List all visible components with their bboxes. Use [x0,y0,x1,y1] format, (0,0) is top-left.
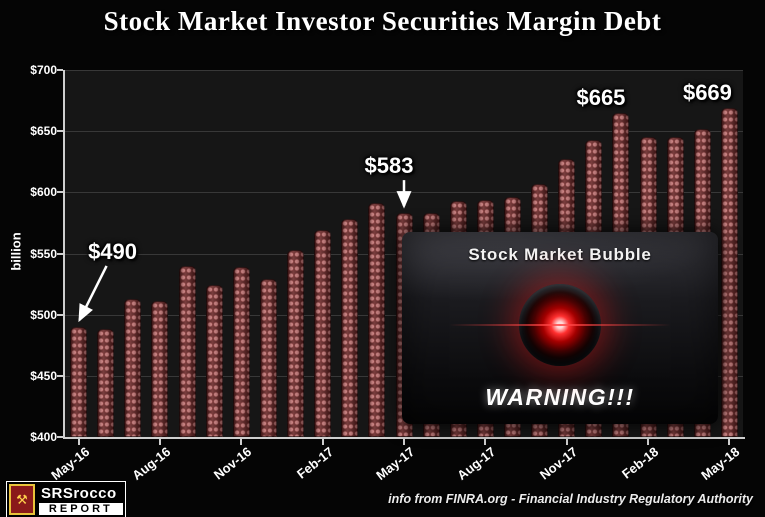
y-axis-line [63,70,65,439]
y-tick-label: $450 [30,368,57,383]
logo-text: SRSrocco REPORT [39,484,123,515]
y-tick-mark [57,252,63,255]
lens-flare-icon [449,323,671,326]
bar [151,301,169,437]
bar [178,265,196,437]
x-tick-label: May-16 [47,444,92,483]
x-tick-mark [158,439,161,445]
y-tick-mark [57,313,63,316]
x-tick-label: Nov-16 [211,444,255,483]
x-tick-mark [484,439,487,445]
x-tick-mark [728,439,731,445]
x-tick-mark [403,439,405,445]
chart-title: Stock Market Investor Securities Margin … [103,6,662,36]
x-tick-mark [240,439,243,445]
x-tick-mark [565,439,568,445]
y-tick-label: $650 [30,124,57,139]
bar [368,203,386,437]
bar [124,298,142,437]
miner-badge-icon: ⚒ [9,484,35,515]
x-tick-label: Aug-17 [454,444,499,483]
y-tick-mark [57,69,63,71]
value-annotation: $669 [682,79,732,105]
x-tick-label: Feb-18 [619,444,662,482]
x-tick-label: Feb-17 [293,444,336,482]
y-tick-label: $500 [30,307,57,322]
x-axis-line [63,437,745,439]
bubble-warning-panel: Stock Market Bubble WARNING!!! [402,232,718,424]
bar [97,329,115,437]
bar [232,266,250,437]
bubble-warning-title: Stock Market Bubble [468,245,652,264]
bar [314,230,332,437]
y-tick-mark [57,436,63,438]
y-tick-mark [57,191,63,194]
y-tick-label: $550 [30,246,57,261]
logo-title: SRSrocco [41,485,117,502]
bubble-warning-text: WARNING!!! [485,384,635,410]
x-tick-label: May-18 [698,444,743,483]
value-annotation: $665 [576,84,626,110]
x-tick-label: Nov-17 [536,444,580,483]
bar [205,285,223,437]
source-note: info from FINRA.org - Financial Industry… [388,492,753,506]
srsrocco-logo: ⚒ SRSrocco REPORT [6,481,126,517]
bar [287,249,305,437]
bar [259,279,277,437]
y-tick-label: $400 [30,430,57,444]
bar [70,326,88,437]
value-annotation: $490 [88,238,138,264]
x-tick-mark [647,439,650,445]
x-tick-label: Aug-16 [129,444,174,483]
y-tick-mark [57,130,63,133]
bar [720,107,738,437]
x-tick-mark [77,439,80,445]
bar [341,219,359,437]
value-annotation: $583 [364,153,414,179]
x-tick-mark [321,439,324,445]
gridline [65,70,743,71]
logo-subtitle: REPORT [39,503,123,515]
y-tick-label: $700 [30,63,57,77]
x-tick-label: May-17 [373,444,418,483]
y-tick-mark [57,374,63,377]
y-tick-label: $600 [30,185,57,200]
red-eye-icon [449,283,671,366]
gridline [65,131,743,133]
